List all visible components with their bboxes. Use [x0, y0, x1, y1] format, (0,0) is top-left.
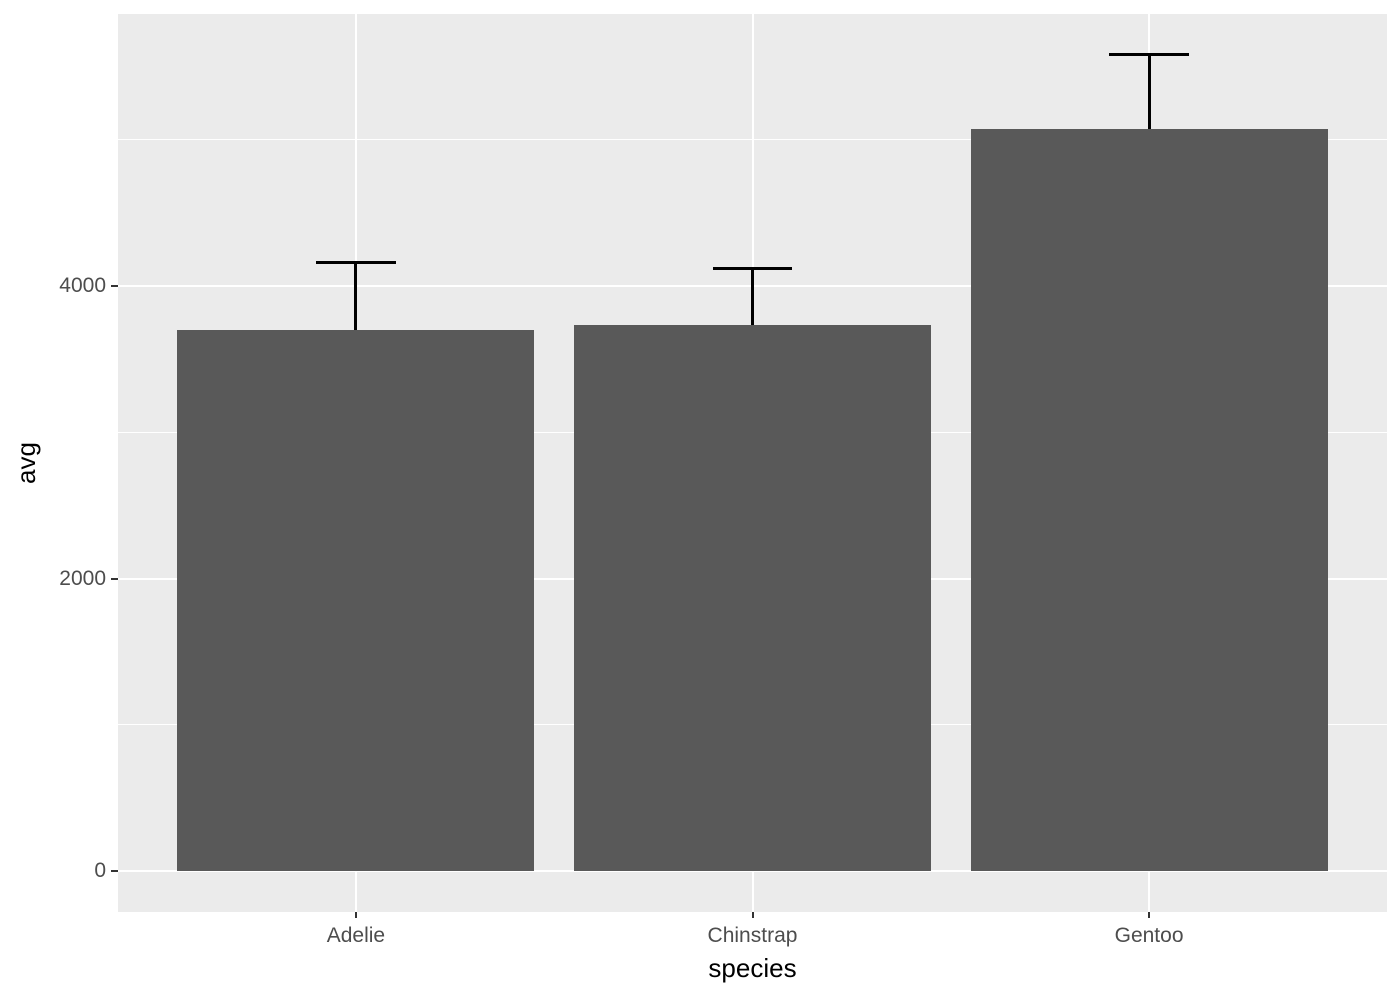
x-axis-title: species [708, 953, 797, 983]
x-tick-label: Gentoo [1114, 924, 1184, 947]
bar-adelie [177, 329, 535, 872]
errorbar-stem [751, 268, 754, 326]
bar-chinstrap [574, 325, 931, 872]
x-tick-mark [1148, 912, 1151, 918]
bar-gentoo [970, 128, 1328, 872]
y-tick-mark [111, 870, 118, 873]
x-tick-mark [751, 912, 754, 918]
errorbar-cap [712, 267, 793, 271]
y-tick-label: 2000 [59, 566, 106, 590]
y-tick-label: 4000 [59, 273, 106, 297]
y-tick-label: 0 [94, 859, 106, 883]
errorbar-cap [1109, 53, 1189, 57]
errorbar-cap [316, 261, 396, 265]
x-tick-mark [354, 912, 357, 918]
x-tick-label: Chinstrap [707, 924, 798, 947]
errorbar-stem [354, 262, 358, 330]
plot-panel [118, 14, 1387, 912]
y-axis-title: avg [11, 442, 41, 484]
errorbar-stem [1147, 54, 1151, 129]
y-tick-mark [111, 284, 118, 287]
x-tick-label: Adelie [326, 924, 386, 947]
y-tick-mark [111, 577, 118, 580]
